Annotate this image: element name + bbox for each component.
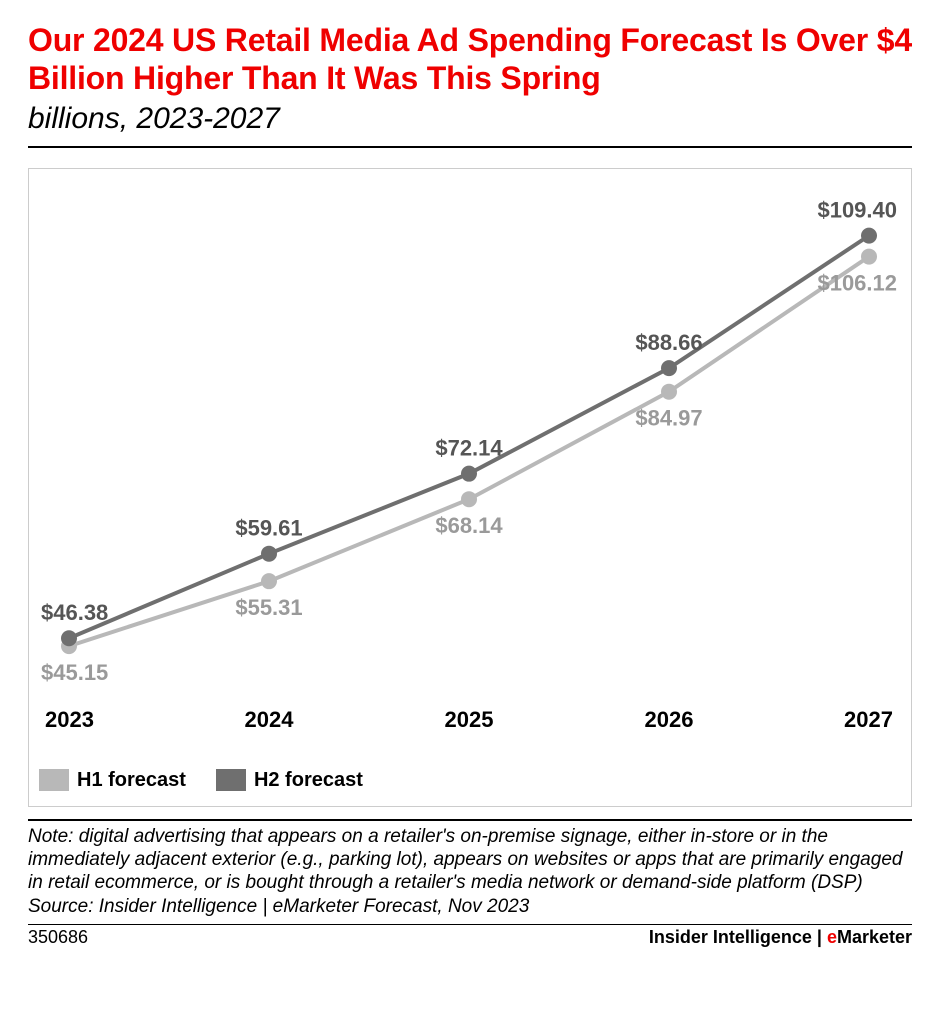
legend: H1 forecast H2 forecast bbox=[29, 759, 911, 806]
svg-text:$72.14: $72.14 bbox=[435, 435, 503, 460]
svg-text:2027: 2027 bbox=[844, 707, 893, 732]
svg-text:$55.31: $55.31 bbox=[235, 595, 302, 620]
footer-brand: Insider Intelligence | eMarketer bbox=[649, 927, 912, 948]
chart-source: Source: Insider Intelligence | eMarketer… bbox=[28, 896, 912, 918]
svg-text:$59.61: $59.61 bbox=[235, 515, 302, 540]
legend-item: H1 forecast bbox=[39, 769, 186, 792]
svg-text:2023: 2023 bbox=[45, 707, 94, 732]
chart-title: Our 2024 US Retail Media Ad Spending For… bbox=[28, 22, 912, 98]
svg-text:$45.15: $45.15 bbox=[41, 660, 108, 685]
chart-subtitle: billions, 2023-2027 bbox=[28, 102, 912, 136]
legend-label: H2 forecast bbox=[254, 769, 363, 792]
svg-text:2024: 2024 bbox=[245, 707, 295, 732]
divider-top bbox=[28, 146, 912, 148]
footer-id: 350686 bbox=[28, 927, 88, 948]
svg-text:$46.38: $46.38 bbox=[41, 600, 108, 625]
divider-bottom bbox=[28, 924, 912, 925]
svg-text:$109.40: $109.40 bbox=[817, 197, 897, 222]
line-chart: $45.15 $55.31 $68.14 $84.97 $106.12 $46.38 $59… bbox=[29, 169, 909, 759]
footer-brand-1: Insider Intelligence bbox=[649, 927, 812, 947]
legend-swatch bbox=[216, 769, 246, 791]
legend-label: H1 forecast bbox=[77, 769, 186, 792]
legend-swatch bbox=[39, 769, 69, 791]
legend-item: H2 forecast bbox=[216, 769, 363, 792]
footer-brand-2: Marketer bbox=[837, 927, 912, 947]
divider-note-top bbox=[28, 819, 912, 821]
svg-text:$68.14: $68.14 bbox=[435, 513, 503, 538]
footer: 350686 Insider Intelligence | eMarketer bbox=[28, 927, 912, 948]
chart-note: Note: digital advertising that appears o… bbox=[28, 825, 912, 895]
chart-frame: $45.15 $55.31 $68.14 $84.97 $106.12 $46.38 $59… bbox=[28, 168, 912, 807]
footer-brand-sep: | bbox=[812, 927, 827, 947]
footer-brand-e: e bbox=[827, 927, 837, 947]
svg-text:2026: 2026 bbox=[645, 707, 694, 732]
svg-text:$84.97: $84.97 bbox=[635, 405, 702, 430]
svg-text:$106.12: $106.12 bbox=[817, 270, 897, 295]
svg-text:$88.66: $88.66 bbox=[635, 330, 702, 355]
svg-text:2025: 2025 bbox=[445, 707, 494, 732]
